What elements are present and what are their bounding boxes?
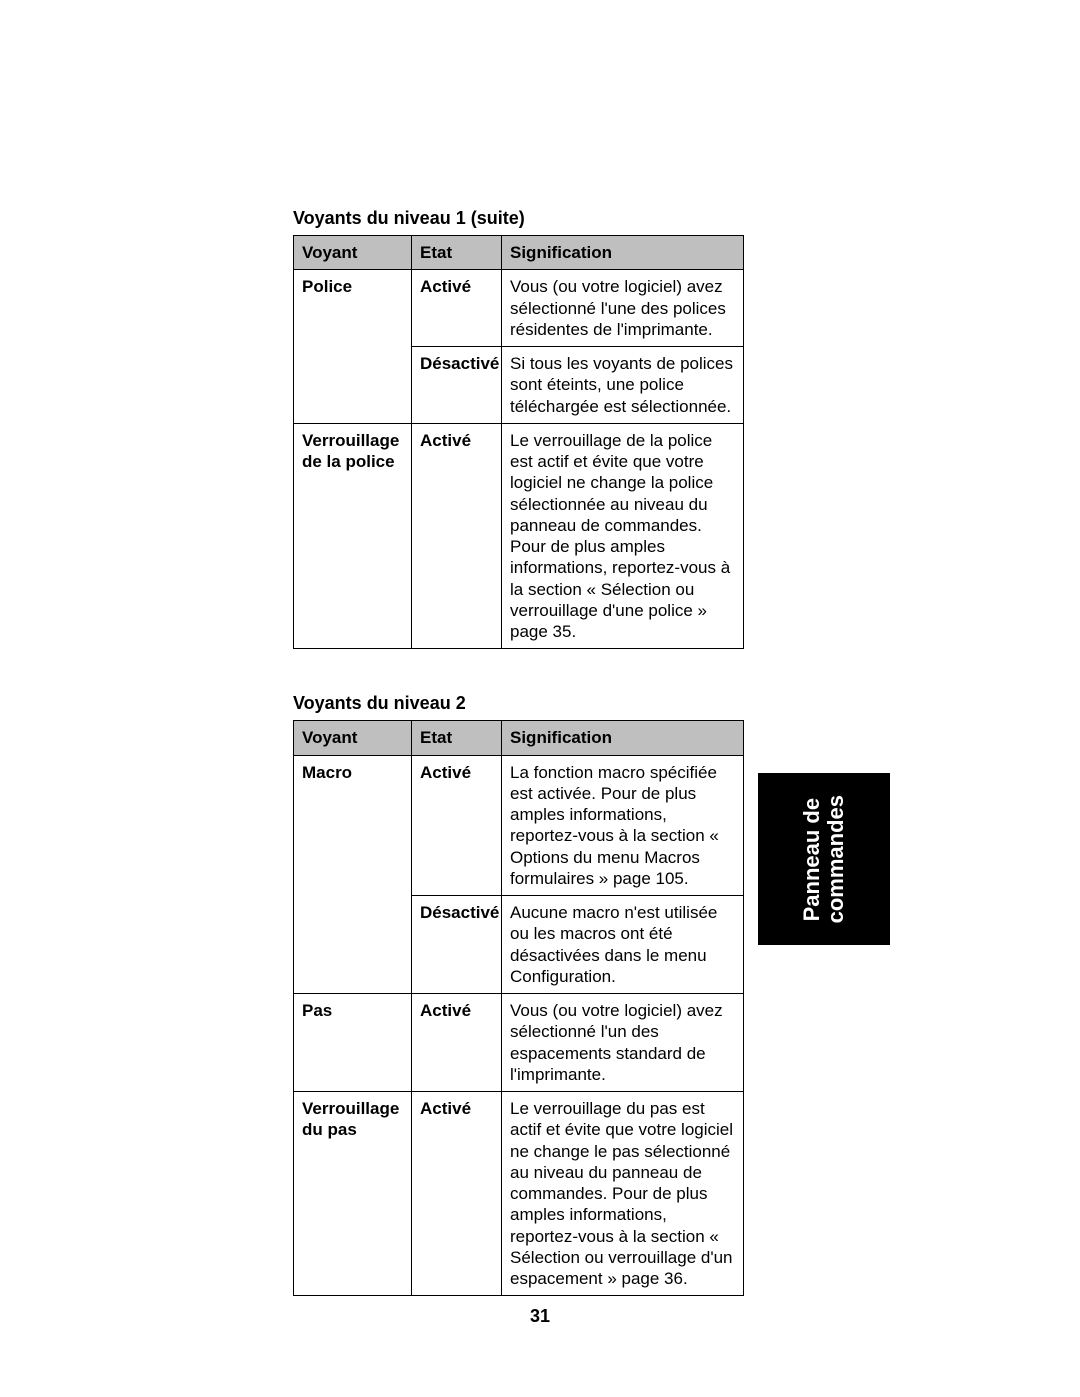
- cell-etat: Activé: [412, 1092, 502, 1296]
- col-voyant: Voyant: [294, 721, 412, 755]
- table-header-row: Voyant Etat Signification: [294, 721, 744, 755]
- cell-voyant: Verrouillage du pas: [294, 1092, 412, 1296]
- content-column: Voyants du niveau 1 (suite) Voyant Etat …: [293, 208, 743, 1296]
- cell-text: La fonction macro spécifiée est activée.…: [502, 755, 744, 896]
- table-header-row: Voyant Etat Signification: [294, 236, 744, 270]
- table-row: Verrouillage du pas Activé Le verrouilla…: [294, 1092, 744, 1296]
- cell-text: Vous (ou votre logiciel) avez sélectionn…: [502, 994, 744, 1092]
- cell-voyant: Pas: [294, 994, 412, 1092]
- table-row: Macro Activé La fonction macro spécifiée…: [294, 755, 744, 896]
- table-row: Police Activé Vous (ou votre logiciel) a…: [294, 270, 744, 347]
- table2-title: Voyants du niveau 2: [293, 693, 743, 714]
- cell-etat: Désactivé: [412, 347, 502, 424]
- cell-etat: Activé: [412, 755, 502, 896]
- cell-voyant: Police: [294, 270, 412, 424]
- cell-etat: Désactivé: [412, 896, 502, 994]
- table1-title: Voyants du niveau 1 (suite): [293, 208, 743, 229]
- page: Voyants du niveau 1 (suite) Voyant Etat …: [0, 0, 1080, 1397]
- table-row: Verrouillage de la police Activé Le verr…: [294, 423, 744, 649]
- cell-text: Vous (ou votre logiciel) avez sélectionn…: [502, 270, 744, 347]
- cell-text: Le verrouillage de la police est actif e…: [502, 423, 744, 649]
- table-row: Pas Activé Vous (ou votre logiciel) avez…: [294, 994, 744, 1092]
- cell-text: Le verrouillage du pas est actif et évit…: [502, 1092, 744, 1296]
- col-etat: Etat: [412, 236, 502, 270]
- col-signification: Signification: [502, 236, 744, 270]
- col-voyant: Voyant: [294, 236, 412, 270]
- cell-voyant: Verrouillage de la police: [294, 423, 412, 649]
- cell-voyant: Macro: [294, 755, 412, 994]
- cell-etat: Activé: [412, 423, 502, 649]
- col-signification: Signification: [502, 721, 744, 755]
- table2: Voyant Etat Signification Macro Activé L…: [293, 720, 744, 1296]
- side-tab-label: Panneau de commandes: [800, 795, 848, 923]
- page-number: 31: [0, 1306, 1080, 1327]
- side-tab: Panneau de commandes: [758, 773, 890, 945]
- cell-etat: Activé: [412, 994, 502, 1092]
- cell-etat: Activé: [412, 270, 502, 347]
- table1: Voyant Etat Signification Police Activé …: [293, 235, 744, 649]
- col-etat: Etat: [412, 721, 502, 755]
- spacer: [293, 649, 743, 693]
- cell-text: Si tous les voyants de polices sont étei…: [502, 347, 744, 424]
- cell-text: Aucune macro n'est utilisée ou les macro…: [502, 896, 744, 994]
